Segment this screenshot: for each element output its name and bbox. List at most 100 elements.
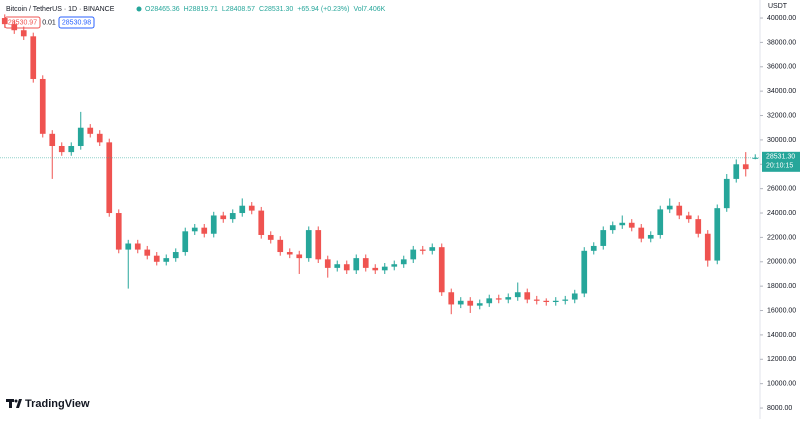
candle-body (571, 293, 578, 300)
candle-body (182, 231, 189, 253)
candle-body (20, 30, 27, 37)
y-tick-label: 32000.00 (767, 112, 796, 119)
candle-body (562, 299, 569, 301)
candle-body (685, 215, 692, 220)
candle-body (600, 230, 607, 246)
candle-body (277, 239, 284, 253)
candle-body (11, 24, 18, 31)
y-tick-label: 40000.00 (767, 15, 796, 22)
candle-body (514, 292, 521, 298)
candle-body (628, 222, 635, 228)
candle-body (296, 254, 303, 259)
y-tick-label: 38000.00 (767, 39, 796, 46)
candle-body (315, 230, 322, 260)
candle-body (391, 264, 398, 267)
y-tick-label: 20000.00 (767, 259, 796, 266)
candle-body (505, 297, 512, 300)
candle-body (647, 234, 654, 239)
countdown: 20:10:15 (766, 163, 793, 170)
candle-body (524, 292, 531, 300)
y-tick-label: 14000.00 (767, 332, 796, 339)
candle-body (144, 249, 151, 256)
candle-body (457, 300, 464, 305)
candle-body (533, 299, 540, 301)
candle-body (590, 245, 597, 251)
candle-body (239, 205, 246, 214)
y-tick-label: 24000.00 (767, 210, 796, 217)
y-tick-label: 34000.00 (767, 88, 796, 95)
candle-body (752, 157, 759, 159)
candle-body (68, 146, 75, 153)
ask-box[interactable] (58, 16, 95, 29)
candle-body (258, 210, 265, 235)
candle-body (448, 292, 455, 305)
candle-body (609, 225, 616, 231)
candle-body (334, 264, 341, 268)
candle-body (543, 300, 550, 303)
candle-body (362, 258, 369, 268)
candle-body (723, 178, 730, 209)
market-status (136, 6, 142, 12)
candle-body (714, 208, 721, 261)
candle-body (733, 164, 740, 179)
ohlc-value: H28819.71 (184, 6, 218, 13)
candle-body (87, 127, 94, 134)
currency: USDT (768, 3, 788, 10)
candle-body (695, 219, 702, 234)
ohlc-value: Vol7.406K (353, 6, 385, 13)
brand-logo: TradingView (6, 398, 90, 410)
y-tick-label: 36000.00 (767, 64, 796, 71)
candle-body (666, 205, 673, 210)
y-tick-label: 30000.00 (767, 137, 796, 144)
candle-body (305, 230, 312, 259)
y-tick-label: 12000.00 (767, 356, 796, 363)
ask: 28530.98 (62, 19, 91, 26)
candle-body (49, 133, 56, 147)
y-tick-label: 26000.00 (767, 186, 796, 193)
candle-body (657, 209, 664, 235)
candle-body (248, 205, 255, 211)
bid: 28530.97 (8, 19, 37, 26)
candle-body (191, 227, 198, 232)
candle-body (495, 298, 502, 300)
candle-body (115, 213, 122, 250)
candle-body (381, 266, 388, 271)
candle-body (429, 247, 436, 251)
candle-body (39, 78, 46, 134)
candle-body (704, 233, 711, 261)
ohlc-legend: O28465.36 H28819.71 L28408.57 C28531.30 +65.… (145, 6, 386, 13)
candle-body (77, 127, 84, 147)
candle-body (581, 250, 588, 294)
symbol-title: Bitcoin / TetherUS · 1D · BINANCE (6, 6, 115, 13)
candle-body (372, 267, 379, 271)
candle-body (172, 252, 179, 259)
candle-body (106, 142, 113, 214)
candle-body (125, 243, 132, 250)
candle-body (201, 227, 208, 234)
candle-body (267, 234, 274, 240)
y-tick-label: 18000.00 (767, 283, 796, 290)
candle-body (153, 255, 160, 262)
candle-body (229, 213, 236, 220)
candle-body (210, 215, 217, 234)
candle-body (438, 247, 445, 293)
candle-body (163, 258, 170, 262)
ohlc-value: O28465.36 (145, 6, 180, 13)
candle-body (58, 146, 65, 153)
y-tick-label: 10000.00 (767, 381, 796, 388)
ohlc-value: L28408.57 (222, 6, 255, 13)
y-tick-label: 22000.00 (767, 234, 796, 241)
candle-body (638, 227, 645, 239)
candle-body (742, 164, 749, 170)
ohlc-value: C28531.30 (259, 6, 293, 13)
brand: TradingView (25, 398, 90, 410)
spread: 0.01 (42, 19, 56, 26)
y-tick-label: 16000.00 (767, 307, 796, 314)
y-tick-label: 8000.00 (767, 405, 792, 412)
candle-body (134, 243, 141, 250)
last-price-label: 28531.30 (766, 154, 795, 161)
candle-body (286, 252, 293, 255)
candle-body (96, 133, 103, 143)
